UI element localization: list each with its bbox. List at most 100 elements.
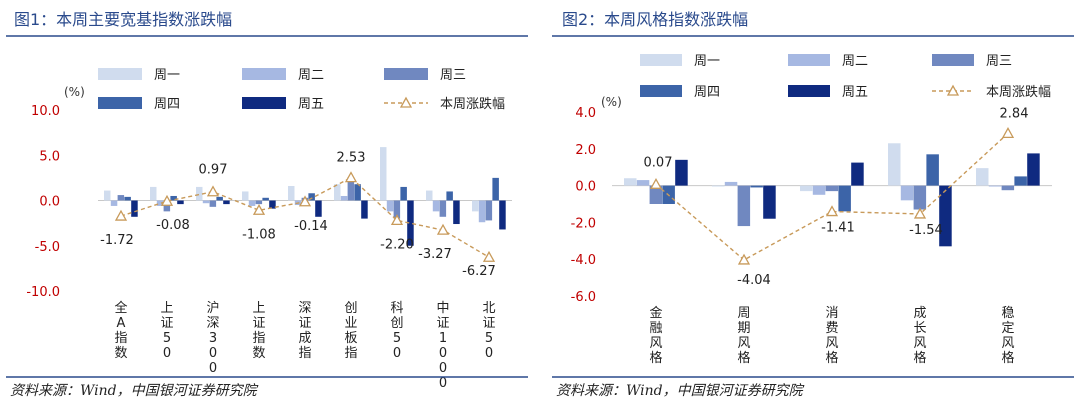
bar-series-monday xyxy=(426,190,433,201)
total-change-label: 0.07 xyxy=(644,155,673,170)
x-tick-label: 风 xyxy=(913,336,926,351)
legend-swatch-series-thursday xyxy=(640,85,682,97)
total-change-label: -4.04 xyxy=(737,273,771,288)
x-tick-label: 创 xyxy=(390,316,403,331)
bar-series-monday xyxy=(242,191,249,201)
x-tick-label: 风 xyxy=(825,336,838,351)
total-change-label: -1.41 xyxy=(821,221,855,236)
x-tick-label: 1 xyxy=(439,331,447,346)
y-tick-label: -10.0 xyxy=(26,285,60,300)
x-tick-label: 板 xyxy=(344,331,357,346)
bar-series-friday xyxy=(763,185,776,219)
x-tick-label: 0 xyxy=(439,361,447,376)
total-change-label: -3.27 xyxy=(418,247,452,262)
legend-swatch-series-tuesday xyxy=(788,54,830,66)
legend-label-series-monday: 周一 xyxy=(694,54,720,69)
x-tick-label: 上 xyxy=(252,301,265,316)
source-note: 资料来源：Wind，中国银河证券研究院 xyxy=(556,383,805,399)
bar-series-wednesday xyxy=(649,185,663,204)
bar-series-wednesday xyxy=(1001,185,1015,191)
x-tick-label: 证 xyxy=(252,316,265,331)
legend-label-total-change: 本周涨跌幅 xyxy=(440,96,505,112)
x-tick-label: 5 xyxy=(485,331,493,346)
total-change-label: 2.53 xyxy=(337,151,366,166)
bar-series-friday xyxy=(315,200,322,217)
total-change-marker xyxy=(252,203,266,215)
x-tick-label: 期 xyxy=(737,321,750,336)
bar-series-thursday xyxy=(354,184,361,201)
x-tick-label: 融 xyxy=(649,321,662,336)
bar-series-wednesday xyxy=(117,195,125,201)
bar-series-thursday xyxy=(926,154,939,186)
bar-series-wednesday xyxy=(163,200,171,212)
total-change-marker xyxy=(206,185,220,197)
bar-series-monday xyxy=(712,185,725,187)
bar-series-friday xyxy=(453,200,460,225)
x-tick-label: A xyxy=(117,316,126,331)
bar-series-monday xyxy=(196,186,203,201)
bar-series-tuesday xyxy=(988,185,1002,187)
x-tick-label: 数 xyxy=(252,346,265,361)
x-tick-label: 证 xyxy=(298,316,311,331)
x-tick-label: 周 xyxy=(737,306,750,321)
total-change-line-group: -1.72 -0.08 0.97 -1.08 -0.14 2.53 -2.20 -3.27 -6… xyxy=(100,151,496,280)
total-change-marker xyxy=(649,177,663,189)
bar-series-wednesday xyxy=(825,185,839,192)
bar-series-thursday xyxy=(1014,176,1027,186)
x-tick-label: 消 xyxy=(825,306,838,321)
y-tick-label: -5.0 xyxy=(35,240,60,255)
bar-series-tuesday xyxy=(248,200,256,206)
x-tick-label: 风 xyxy=(1001,336,1014,351)
bar-series-friday xyxy=(269,200,276,209)
y-unit-label: (%) xyxy=(64,85,85,99)
x-tick-label: 3 xyxy=(209,331,217,346)
legend-label-series-tuesday: 周二 xyxy=(298,68,324,83)
x-tick-label: 格 xyxy=(1001,350,1014,366)
legend-swatch-series-friday xyxy=(242,97,286,109)
y-tick-label: -6.0 xyxy=(571,290,596,305)
x-tick-label: 0 xyxy=(209,346,217,361)
bars-group xyxy=(104,147,506,246)
bar-series-tuesday xyxy=(386,200,394,212)
legend-marker xyxy=(399,96,413,108)
y-tick-label: -4.0 xyxy=(571,253,596,268)
total-change-label: 2.84 xyxy=(1000,106,1029,121)
legend-swatch-series-wednesday xyxy=(384,68,428,80)
legend-label-series-tuesday: 周二 xyxy=(842,54,868,69)
bar-series-friday xyxy=(223,200,230,205)
total-change-marker xyxy=(114,209,128,221)
bar-series-tuesday xyxy=(432,200,440,212)
y-tick-label: 4.0 xyxy=(575,106,596,121)
bar-series-wednesday xyxy=(255,200,263,205)
legend-label-series-thursday: 周四 xyxy=(154,97,180,112)
y-unit-label: (%) xyxy=(601,95,622,109)
x-tick-label: 科 xyxy=(390,301,403,316)
bar-series-wednesday xyxy=(485,200,493,221)
total-change-marker xyxy=(482,250,496,262)
bar-series-friday xyxy=(131,200,138,217)
bar-series-wednesday xyxy=(439,200,447,217)
total-change-label: -1.54 xyxy=(909,223,943,238)
bar-series-monday xyxy=(976,168,989,186)
bar-series-wednesday xyxy=(393,200,401,219)
x-tick-label: 证 xyxy=(482,316,495,331)
bars-group xyxy=(624,143,1040,247)
y-tick-label: 0.0 xyxy=(575,180,596,195)
bar-series-friday xyxy=(851,162,864,186)
total-change-marker xyxy=(298,195,312,207)
bar-series-thursday xyxy=(262,197,269,201)
x-tick-label: 数 xyxy=(114,346,127,361)
chart-title: 图1：本周主要宽基指数涨跌幅 xyxy=(14,10,232,29)
source-note: 资料来源：Wind，中国银河证券研究院 xyxy=(10,383,259,399)
bar-series-tuesday xyxy=(156,200,164,206)
x-tick-label: 成 xyxy=(298,331,311,346)
bar-series-wednesday xyxy=(209,200,217,207)
legend-label-series-wednesday: 周三 xyxy=(440,68,466,83)
x-tick-label: 0 xyxy=(209,361,217,376)
axis-group: 4.0 2.0 0.0 -2.0 -4.0 -6.0 xyxy=(571,106,1052,305)
x-tick-label: 金 xyxy=(649,305,662,321)
x-tick-label: 风 xyxy=(649,336,662,351)
